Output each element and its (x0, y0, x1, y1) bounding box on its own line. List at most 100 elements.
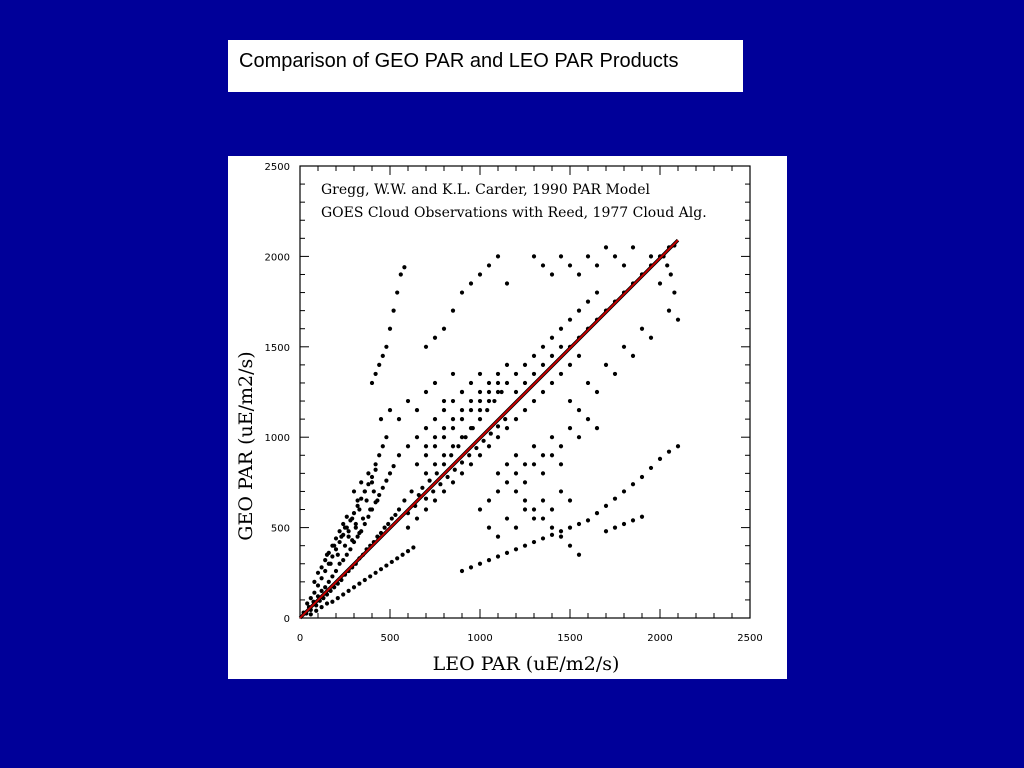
data-point (441, 462, 447, 467)
data-point (567, 398, 573, 404)
data-point (441, 407, 447, 413)
data-point (342, 543, 348, 548)
fit-line-group (298, 238, 680, 620)
data-point (339, 534, 344, 539)
x-axis-ticks: 0 500 1000 1500 2000 2500 (297, 166, 763, 644)
data-point (485, 407, 490, 413)
data-point (459, 290, 465, 295)
data-point (549, 353, 555, 358)
y-tick-label: 2500 (265, 162, 290, 173)
data-point (450, 308, 456, 313)
data-point (459, 435, 465, 440)
data-point (308, 596, 313, 601)
data-point (398, 272, 403, 277)
plot-area-border (299, 165, 751, 619)
data-point (423, 496, 429, 501)
data-point (481, 438, 486, 443)
data-point (351, 585, 357, 590)
data-point (567, 317, 573, 322)
data-point (558, 529, 564, 534)
data-point (531, 398, 537, 404)
data-point (395, 290, 400, 295)
data-point (414, 435, 420, 440)
data-point (373, 462, 378, 467)
data-point (386, 521, 391, 527)
data-point (459, 568, 465, 574)
data-point (357, 581, 362, 586)
data-point (513, 417, 519, 422)
data-point (373, 570, 378, 575)
data-point (355, 503, 360, 509)
data-point (380, 485, 385, 490)
data-point (369, 480, 375, 485)
data-point (427, 478, 432, 483)
data-point (450, 398, 456, 404)
data-point (567, 543, 573, 548)
data-point (344, 552, 349, 557)
data-point (594, 290, 600, 295)
data-point (434, 471, 439, 476)
data-point (558, 371, 564, 377)
data-point (474, 445, 479, 451)
data-point (330, 554, 335, 559)
data-point (380, 353, 385, 358)
data-point (414, 516, 420, 521)
annotation-cloud-alg: GOES Cloud Observations with Reed, 1977 … (321, 205, 707, 221)
data-point (468, 426, 474, 431)
data-point (630, 518, 636, 523)
data-point (432, 462, 438, 467)
data-point (540, 516, 546, 521)
data-point (357, 530, 362, 536)
data-point (441, 435, 447, 440)
data-point (477, 507, 483, 512)
data-point (648, 335, 654, 340)
data-point (585, 299, 591, 304)
data-point (312, 579, 317, 584)
data-point (368, 507, 373, 512)
data-point (323, 585, 328, 590)
data-point (414, 407, 420, 413)
data-point (504, 380, 510, 386)
data-point (420, 485, 425, 490)
data-point (504, 362, 510, 367)
data-point (333, 547, 339, 552)
data-point (463, 435, 468, 440)
data-point (492, 398, 497, 404)
data-point (405, 549, 411, 554)
data-point (384, 563, 389, 568)
x-tick-label: 2500 (737, 633, 762, 644)
data-point (558, 326, 564, 331)
data-point (377, 362, 382, 367)
data-point (477, 407, 483, 413)
data-point (531, 462, 537, 467)
data-point (468, 281, 474, 286)
data-point (432, 417, 438, 422)
data-point (350, 516, 355, 521)
data-point (355, 498, 360, 503)
data-point (384, 478, 389, 483)
data-point (495, 435, 501, 440)
data-point (378, 417, 384, 422)
data-point (393, 512, 398, 518)
data-point (360, 516, 366, 521)
data-point (585, 518, 591, 523)
data-point (373, 371, 378, 377)
data-point (312, 590, 317, 595)
data-point (459, 389, 465, 395)
data-point (558, 489, 564, 494)
data-point (335, 596, 340, 601)
data-point (665, 263, 670, 268)
data-point (621, 489, 627, 494)
data-point (432, 335, 438, 340)
data-point (486, 263, 492, 268)
data-point (326, 579, 331, 584)
data-point (355, 534, 360, 539)
data-point (567, 498, 573, 503)
data-point (409, 489, 414, 494)
data-point (522, 407, 528, 413)
data-point (359, 480, 364, 485)
y-axis-label: GEO PAR (uE/m2/s) (235, 351, 257, 540)
data-point (391, 308, 396, 313)
data-point (585, 254, 591, 259)
data-point (522, 543, 528, 548)
